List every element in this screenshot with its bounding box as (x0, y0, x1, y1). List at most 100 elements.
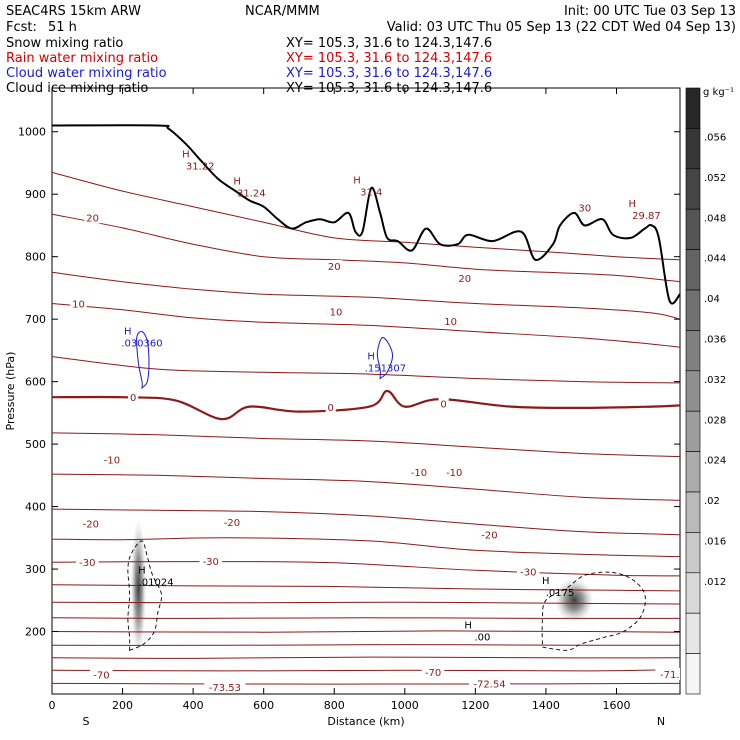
field-cloud-water-name: Cloud water mixing ratio (6, 66, 167, 81)
colorbar-tick-label-11: .012 (704, 577, 726, 588)
init-time: Init: 00 UTC Tue 03 Sep 13 (564, 4, 736, 19)
colorbar-tick-label-3: .044 (704, 254, 726, 265)
maximum-marker-7: H (353, 176, 361, 187)
isotherm-label-3: -73.53 (209, 683, 241, 694)
y-tick-label-1: 300 (25, 563, 46, 576)
isotherm-label-21: 20 (458, 274, 471, 285)
isotherm-label-9: -20 (224, 518, 240, 529)
maximum-label-5: 31.22 (186, 161, 215, 172)
isotherm-label-bg-18 (327, 305, 345, 318)
colorbar-cell-3 (685, 208, 701, 250)
x-tick-label-0: 0 (49, 699, 56, 712)
x-tick-label-8: 1600 (602, 699, 630, 712)
isotherm-line-11 (52, 473, 680, 501)
colorbar-cell-2 (685, 168, 701, 210)
colorbar-tick-label-9: .02 (704, 496, 720, 507)
isotherm-line-1 (52, 669, 680, 672)
maximum-marker-5: H (182, 149, 190, 160)
field-rain-name: Rain water mixing ratio (6, 51, 158, 66)
maximum-label-1: .01024 (139, 578, 174, 589)
maximum-marker-8: H (628, 199, 636, 210)
isotherm-label-12: -10 (411, 468, 427, 479)
isotherm-label-7: -30 (520, 568, 536, 579)
isotherm-label-bg-7 (516, 565, 540, 578)
maximum-marker-1: H (138, 566, 146, 577)
forecast-label: Fcst: (6, 20, 37, 35)
isotherm-line-5 (52, 617, 680, 619)
isotherm-line-9 (52, 537, 680, 558)
colorbar-cell-12 (685, 572, 701, 614)
maximum-label-2: .0175 (546, 588, 575, 599)
endpoint-south: S (83, 715, 90, 728)
isotherm-label-bg-0 (90, 668, 113, 681)
isotherm-label-bg-4 (468, 677, 511, 690)
shaded-maximum-0 (130, 519, 147, 657)
field-snow-xy: XY= 105.3, 31.6 to 124.3,147.6 (286, 36, 492, 51)
y-tick-label-0: 200 (25, 626, 46, 639)
model-title: SEAC4RS 15km ARW (6, 4, 141, 19)
y-tick-label-6: 800 (25, 251, 46, 264)
isotherm-label-6: -30 (203, 557, 219, 568)
isotherm-line-18 (52, 171, 680, 261)
isotherm-label-bg-19 (442, 315, 459, 328)
colorbar-cell-4 (685, 249, 701, 291)
x-tick-label-3: 600 (253, 699, 274, 712)
organization: NCAR/MMM (245, 4, 320, 19)
isotherm-label-23: 30 (578, 203, 591, 214)
isotherm-label-bg-10 (478, 528, 501, 541)
maximum-label-8: 29.87 (632, 211, 661, 222)
isotherm-label-bg-22 (84, 211, 101, 224)
isotherm-label-17: 10 (72, 300, 85, 311)
isotherm-line-13 (52, 389, 680, 421)
isotherm-line-15 (52, 303, 680, 348)
colorbar-tick-label-10: .016 (704, 537, 726, 548)
endpoint-north: N (657, 715, 665, 728)
field-cloud-water-xy: XY= 105.3, 31.6 to 124.3,147.6 (286, 66, 492, 81)
colorbar-cell-1 (685, 128, 701, 170)
isotherm-line-8 (52, 561, 680, 577)
field-rain-xy: XY= 105.3, 31.6 to 124.3,147.6 (286, 51, 492, 66)
plot-area: -70 -70 -71.5 -73.53 -72.54 -30 -30 -30 -20 -20 -2… (52, 124, 680, 694)
isotherm-label-bg-17 (70, 297, 87, 310)
x-tick-label-7: 1400 (532, 699, 560, 712)
maximum-label-7: 31.4 (360, 188, 382, 199)
isotherm-line-2 (52, 656, 680, 659)
isotherm-line-12 (52, 432, 680, 458)
x-tick-label-1: 200 (112, 699, 133, 712)
colorbar-tick-label-2: .048 (704, 213, 726, 224)
y-axis-title: Pressure (hPa) (4, 352, 17, 431)
isotherm-label-bg-13 (442, 466, 466, 479)
cloud-ice-contour-0 (127, 540, 163, 652)
maximum-marker-6: H (233, 176, 241, 187)
colorbar-tick-label-7: .028 (704, 415, 726, 426)
colorbar-cell-14 (685, 653, 701, 695)
maximum-label-4: .151307 (365, 363, 406, 374)
isotherm-label-16: 0 (440, 399, 446, 410)
isotherm-label-20: 20 (328, 262, 341, 273)
y-tick-label-8: 1000 (18, 126, 46, 139)
field-legend: Snow mixing ratio Rain water mixing rati… (6, 36, 492, 96)
isotherm-line-0 (52, 682, 680, 685)
y-tick-label-7: 900 (25, 188, 46, 201)
y-tick-label-4: 600 (25, 376, 46, 389)
isotherm-label-bg-5 (75, 556, 99, 569)
isotherm-label-5: -30 (79, 558, 95, 569)
isotherm-label-bg-8 (79, 517, 103, 530)
maximum-label-6: 31.24 (237, 188, 266, 199)
maximum-marker-0: H (464, 621, 472, 632)
isotherm-label-bg-6 (199, 554, 223, 567)
y-tick-label-3: 500 (25, 438, 46, 451)
isotherm-label-bg-11 (100, 453, 124, 466)
isotherm-line-17 (52, 213, 680, 283)
colorbar-tick-label-1: .052 (704, 173, 726, 184)
maximum-marker-2: H (542, 576, 550, 587)
axes: 0 200 400 600 800 1000 1200 1400 160020030040050… (18, 88, 680, 712)
maximum-marker-3: H (124, 326, 132, 337)
isotherm-label-bg-3 (204, 681, 246, 694)
isotherm-label-0: -70 (93, 671, 109, 682)
colorbar-cell-10 (685, 491, 701, 533)
isotherm-label-bg-23 (576, 201, 593, 214)
isotherm-label-19: 10 (444, 317, 457, 328)
isotherm-line-3 (52, 644, 680, 646)
isotherm-label-18: 10 (330, 308, 343, 319)
